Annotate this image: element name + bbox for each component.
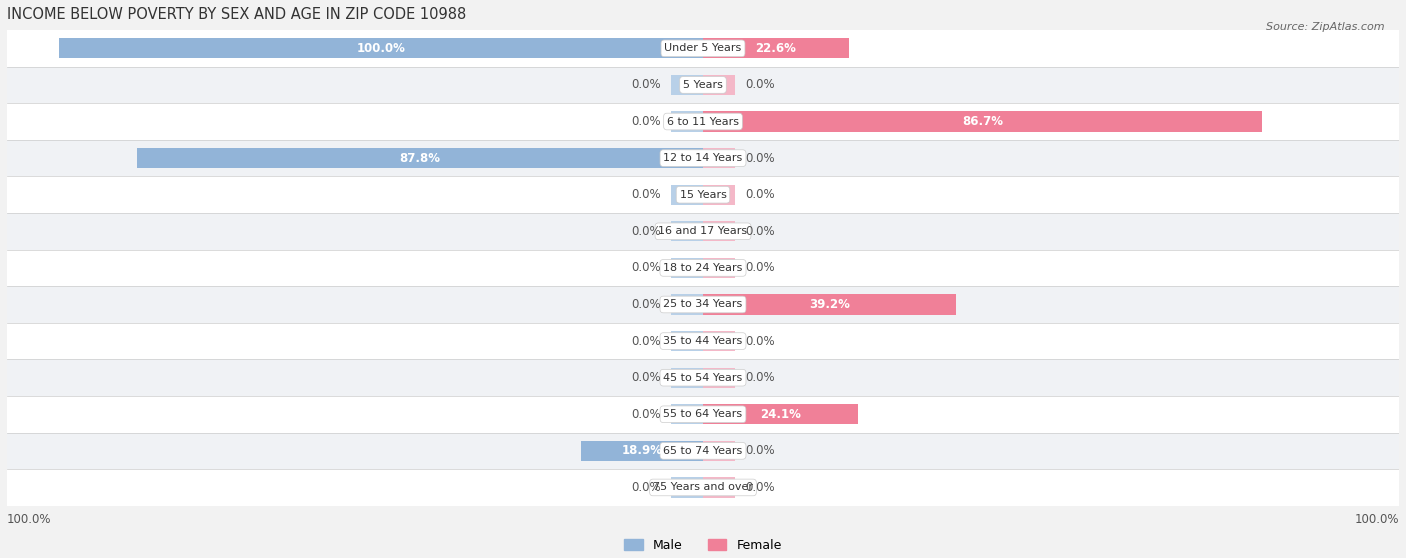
- Text: 0.0%: 0.0%: [745, 481, 775, 494]
- Text: 86.7%: 86.7%: [962, 115, 1002, 128]
- Bar: [703, 112, 1261, 132]
- Text: 0.0%: 0.0%: [745, 152, 775, 165]
- Text: 55 to 64 Years: 55 to 64 Years: [664, 409, 742, 419]
- Bar: [7, 176, 1399, 213]
- Text: 75 Years and over: 75 Years and over: [652, 483, 754, 493]
- Bar: [671, 185, 703, 205]
- Text: 0.0%: 0.0%: [745, 335, 775, 348]
- Bar: [703, 75, 735, 95]
- Text: 0.0%: 0.0%: [745, 371, 775, 384]
- Bar: [7, 432, 1399, 469]
- Text: 15 Years: 15 Years: [679, 190, 727, 200]
- Text: 0.0%: 0.0%: [631, 261, 661, 275]
- Bar: [7, 30, 1399, 66]
- Bar: [703, 331, 735, 351]
- Text: 0.0%: 0.0%: [745, 444, 775, 458]
- Text: 65 to 74 Years: 65 to 74 Years: [664, 446, 742, 456]
- Bar: [671, 75, 703, 95]
- Bar: [7, 323, 1399, 359]
- Text: 22.6%: 22.6%: [755, 42, 796, 55]
- Text: 35 to 44 Years: 35 to 44 Years: [664, 336, 742, 346]
- Text: 100.0%: 100.0%: [7, 513, 52, 526]
- Text: 24.1%: 24.1%: [761, 408, 801, 421]
- Text: 87.8%: 87.8%: [399, 152, 440, 165]
- Bar: [703, 368, 735, 388]
- Bar: [703, 39, 849, 59]
- Bar: [59, 39, 703, 59]
- Text: 18 to 24 Years: 18 to 24 Years: [664, 263, 742, 273]
- Legend: Male, Female: Male, Female: [619, 533, 787, 556]
- Bar: [671, 368, 703, 388]
- Text: 0.0%: 0.0%: [745, 79, 775, 92]
- Text: 0.0%: 0.0%: [631, 115, 661, 128]
- Text: 0.0%: 0.0%: [745, 188, 775, 201]
- Bar: [703, 441, 735, 461]
- Text: 0.0%: 0.0%: [631, 79, 661, 92]
- Bar: [703, 185, 735, 205]
- Bar: [7, 103, 1399, 140]
- Bar: [7, 469, 1399, 506]
- Bar: [671, 331, 703, 351]
- Bar: [671, 112, 703, 132]
- Text: 0.0%: 0.0%: [745, 225, 775, 238]
- Bar: [7, 66, 1399, 103]
- Bar: [671, 404, 703, 424]
- Bar: [7, 213, 1399, 249]
- Text: Source: ZipAtlas.com: Source: ZipAtlas.com: [1267, 22, 1385, 32]
- Bar: [671, 258, 703, 278]
- Text: 12 to 14 Years: 12 to 14 Years: [664, 153, 742, 163]
- Text: Under 5 Years: Under 5 Years: [665, 44, 741, 54]
- Bar: [7, 249, 1399, 286]
- Text: 5 Years: 5 Years: [683, 80, 723, 90]
- Bar: [7, 140, 1399, 176]
- Text: 6 to 11 Years: 6 to 11 Years: [666, 117, 740, 127]
- Text: 0.0%: 0.0%: [631, 481, 661, 494]
- Text: 0.0%: 0.0%: [631, 335, 661, 348]
- Text: 0.0%: 0.0%: [631, 225, 661, 238]
- Text: 0.0%: 0.0%: [631, 408, 661, 421]
- Bar: [671, 478, 703, 498]
- Bar: [703, 148, 735, 168]
- Text: 0.0%: 0.0%: [631, 188, 661, 201]
- Text: 45 to 54 Years: 45 to 54 Years: [664, 373, 742, 383]
- Text: 18.9%: 18.9%: [621, 444, 662, 458]
- Bar: [703, 295, 956, 315]
- Text: 0.0%: 0.0%: [745, 261, 775, 275]
- Bar: [581, 441, 703, 461]
- Bar: [7, 359, 1399, 396]
- Text: 100.0%: 100.0%: [356, 42, 405, 55]
- Text: 0.0%: 0.0%: [631, 371, 661, 384]
- Bar: [138, 148, 703, 168]
- Text: 16 and 17 Years: 16 and 17 Years: [658, 227, 748, 236]
- Bar: [671, 221, 703, 242]
- Bar: [7, 286, 1399, 323]
- Bar: [7, 396, 1399, 432]
- Text: INCOME BELOW POVERTY BY SEX AND AGE IN ZIP CODE 10988: INCOME BELOW POVERTY BY SEX AND AGE IN Z…: [7, 7, 467, 22]
- Bar: [703, 404, 858, 424]
- Text: 25 to 34 Years: 25 to 34 Years: [664, 300, 742, 310]
- Bar: [671, 295, 703, 315]
- Text: 0.0%: 0.0%: [631, 298, 661, 311]
- Bar: [703, 221, 735, 242]
- Bar: [703, 258, 735, 278]
- Text: 39.2%: 39.2%: [808, 298, 849, 311]
- Bar: [703, 478, 735, 498]
- Text: 100.0%: 100.0%: [1354, 513, 1399, 526]
